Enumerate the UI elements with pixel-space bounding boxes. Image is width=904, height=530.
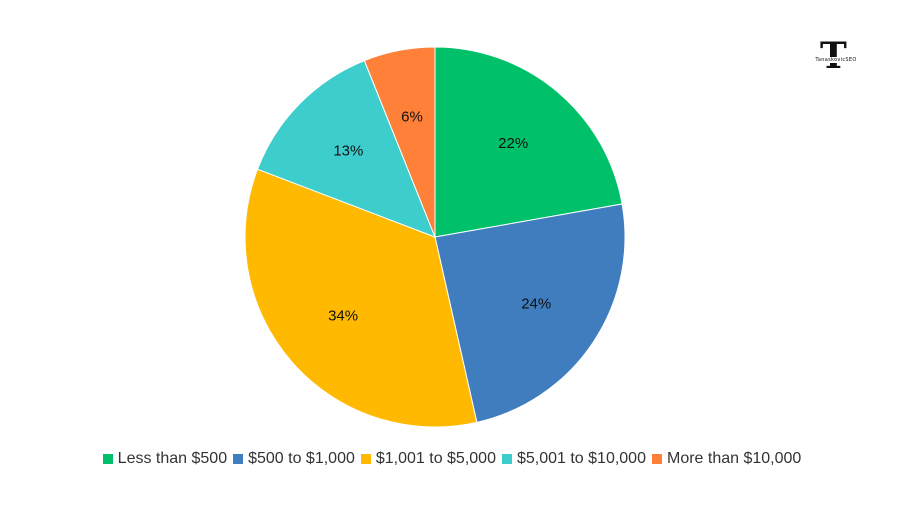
legend-swatch bbox=[651, 454, 662, 464]
pie-slice-more-than-10-000 bbox=[363, 46, 436, 238]
legend-label: More than $10,000 bbox=[666, 450, 802, 467]
legend-item-less-than-500: Less than $500 bbox=[102, 450, 228, 468]
legend-label: Less than $500 bbox=[117, 450, 228, 467]
legend-swatch bbox=[102, 454, 113, 464]
legend-item-500-to-1-000: $500 to $1,000 bbox=[233, 450, 355, 468]
legend-swatch bbox=[233, 454, 244, 464]
legend-swatch bbox=[360, 454, 371, 464]
pie-slice-less-than-500 bbox=[434, 46, 623, 238]
data-label-500-to-1-000: 24% bbox=[521, 295, 551, 312]
legend-item-more-than-10-000: More than $10,000 bbox=[651, 450, 802, 468]
pie-chart: 22% 24% 34% 13% 6% bbox=[244, 46, 626, 428]
pie-slice-500-to-1-000 bbox=[434, 203, 626, 423]
legend-swatch bbox=[501, 454, 512, 464]
data-label-5-001-to-10-000: 13% bbox=[333, 143, 363, 160]
data-label-more-than-10-000: 6% bbox=[401, 109, 423, 126]
legend-label: $500 to $1,000 bbox=[248, 450, 355, 467]
pie-slice-1-001-to-5-000 bbox=[244, 168, 478, 428]
data-label-less-than-500: 22% bbox=[498, 135, 528, 152]
legend-item-5-001-to-10-000: $5,001 to $10,000 bbox=[501, 450, 646, 468]
chart-legend: Less than $500 $500 to $1,000 $1,001 to $5… bbox=[0, 450, 904, 469]
data-label-1-001-to-5-000: 34% bbox=[328, 308, 358, 325]
logo-letter: T bbox=[820, 35, 847, 77]
pie-slice-5-001-to-10-000 bbox=[256, 59, 436, 238]
tanaskovicseo-logo: T TanaskovicSEO bbox=[806, 35, 866, 82]
legend-item-1-001-to-5-000: $1,001 to $5,000 bbox=[360, 450, 496, 468]
legend-label: $5,001 to $10,000 bbox=[516, 450, 646, 467]
legend-label: $1,001 to $5,000 bbox=[375, 450, 496, 467]
logo-text: TanaskovicSEO bbox=[806, 57, 866, 63]
